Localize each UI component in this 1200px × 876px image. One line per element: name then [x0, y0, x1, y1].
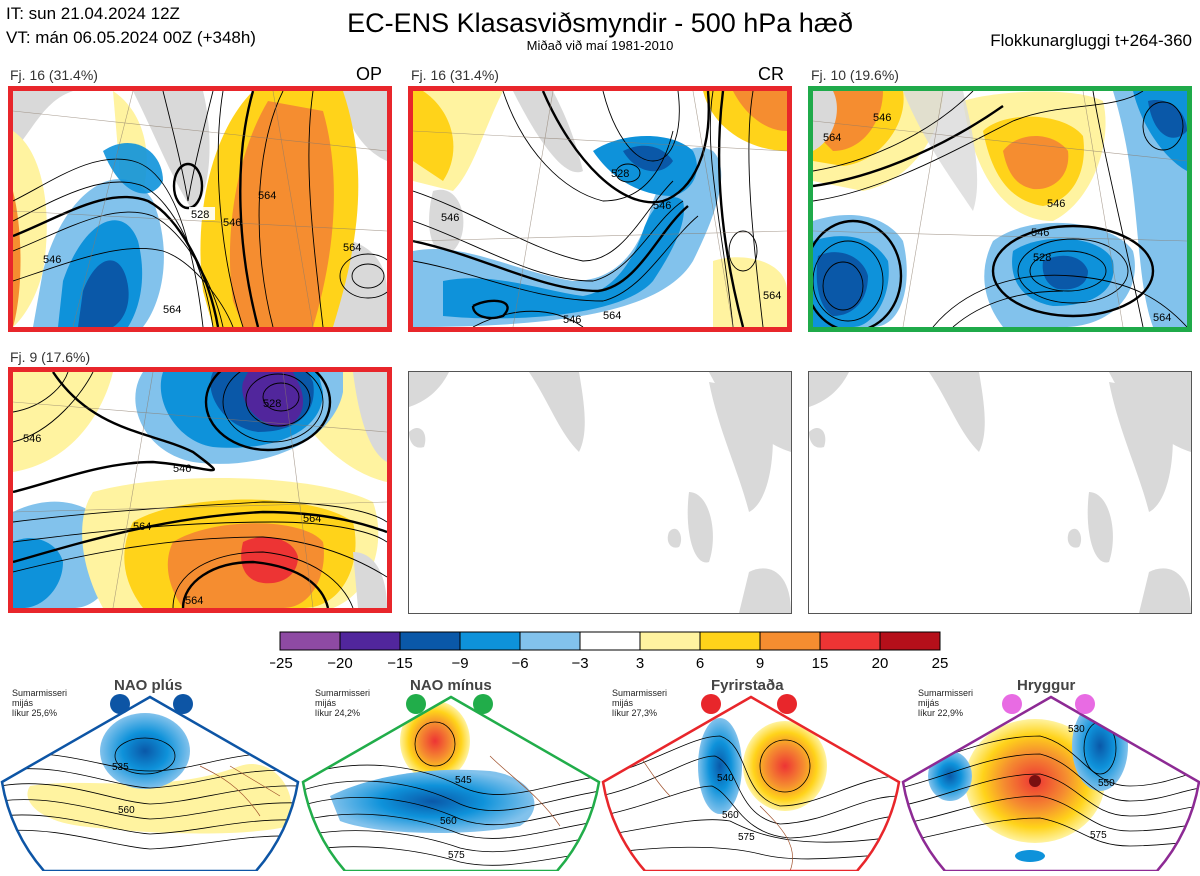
- regime-contour-label: 575: [738, 832, 755, 843]
- colorbar-tick-label: −3: [571, 655, 588, 672]
- contour-label: 564: [258, 190, 276, 202]
- regime-ridge-name: Hryggur: [1017, 677, 1076, 694]
- contour-label: 564: [133, 521, 151, 533]
- colorbar-tick-label: 25: [932, 655, 949, 672]
- contour-label: 564: [163, 304, 181, 316]
- regime-contour-label: 575: [448, 850, 465, 861]
- colorbar-segment: [399, 631, 461, 651]
- contour-label: 564: [185, 595, 203, 607]
- page-title: EC-ENS Klasasviðsmyndir - 500 hPa hæð: [347, 8, 853, 38]
- contour-label: 546: [441, 212, 459, 224]
- colorbar-segment: [639, 631, 701, 651]
- colorbar-segment: [699, 631, 761, 651]
- cluster-map-2: 528 546 546 564 564 546: [408, 86, 792, 332]
- panel-1-label: Fj. 16 (31.4%): [10, 67, 98, 83]
- contour-label: 546: [43, 254, 61, 266]
- cluster-map-4: 528 546 546 564 564 564: [8, 367, 392, 613]
- colorbar-segment: [279, 631, 341, 651]
- colorbar-tick-label: 15: [812, 655, 829, 672]
- classification-window: Flokkunargluggi t+264-360: [990, 31, 1192, 50]
- contour-label: 546: [653, 200, 671, 212]
- regime-nao-minus-info: Sumarmisseri mijás líkur 24,2%: [315, 688, 371, 718]
- colorbar-tick-label: −9: [451, 655, 468, 672]
- regime-contour-label: 550: [1098, 778, 1115, 789]
- issue-time: IT: sun 21.04.2024 12Z: [6, 4, 180, 23]
- colorbar-segment: [519, 631, 581, 651]
- regime-nao-plus-name: NAO plús: [114, 677, 183, 694]
- regime-contour-label: 560: [722, 810, 739, 821]
- contour-label: 528: [611, 168, 629, 180]
- colorbar-tick-label: −6: [511, 655, 528, 672]
- colorbar-segment: [579, 631, 641, 651]
- colorbar-segment: [819, 631, 881, 651]
- colorbar-segment: [879, 631, 941, 651]
- contour-label: 546: [1031, 227, 1049, 239]
- colorbar-tick-label: 9: [756, 655, 764, 672]
- panel-2-label: Fj. 16 (31.4%): [411, 67, 499, 83]
- regime-strip: 535 560 545 560 575: [0, 676, 1200, 873]
- page-subtitle: Miðað við maí 1981-2010: [526, 38, 674, 53]
- contour-label: 564: [1153, 312, 1171, 324]
- cluster-map-5-empty: [408, 371, 792, 614]
- colorbar-tick-label: −20: [327, 655, 352, 672]
- regime-contour-label: 560: [440, 816, 457, 827]
- contour-label: 546: [23, 433, 41, 445]
- regime-contour-label: 545: [455, 775, 472, 786]
- regime-contour-label: 540: [717, 773, 734, 784]
- colorbar-tick-label: −15: [387, 655, 412, 672]
- regime-contour-label: 575: [1090, 830, 1107, 841]
- colorbar-tick-label: 6: [696, 655, 704, 672]
- regime-blocking-info: Sumarmisseri mijás líkur 27,3%: [612, 688, 668, 718]
- regime-contour-label: 560: [118, 805, 135, 816]
- colorbar-tick-label: 20: [872, 655, 889, 672]
- contour-label: 564: [823, 132, 841, 144]
- regime-ridge-info: Sumarmisseri mijás líkur 22,9%: [918, 688, 974, 718]
- cluster-map-1: 528 546 564 564 546 564: [8, 86, 392, 332]
- panel-4-label: Fj. 9 (17.6%): [10, 349, 91, 365]
- contour-label: 546: [873, 112, 891, 124]
- panel-1-tag: OP: [356, 64, 383, 84]
- colorbar-tick-label: −25: [270, 655, 293, 672]
- panel-2-tag: CR: [758, 64, 784, 84]
- contour-label: 546: [223, 217, 241, 229]
- regime-nao-minus-name: NAO mínus: [410, 677, 492, 694]
- regime-contour-label: 535: [112, 762, 129, 773]
- colorbar-segment: [759, 631, 821, 651]
- colorbar-tick-label: 3: [636, 655, 644, 672]
- colorbar-segment: [339, 631, 401, 651]
- panel-3-label: Fj. 10 (19.6%): [811, 67, 899, 83]
- contour-label: 546: [563, 314, 581, 326]
- regime-nao-plus-info: Sumarmisseri mijás líkur 25,6%: [12, 688, 68, 718]
- cluster-map-3: 546 528 546 546 564 564: [808, 86, 1192, 332]
- contour-label: 564: [603, 310, 621, 322]
- valid-time: VT: mán 06.05.2024 00Z (+348h): [6, 28, 256, 47]
- regime-blocking-name: Fyrirstaða: [711, 677, 784, 694]
- contour-label: 528: [1033, 252, 1051, 264]
- contour-label: 564: [343, 242, 361, 254]
- regime-contour-label: 530: [1068, 724, 1085, 735]
- contour-label: 546: [1047, 198, 1065, 210]
- contour-label: 528: [191, 209, 209, 221]
- colorbar: −25 −20 −15 −9 −6 −3 3 6 9 15 20 25: [267, 630, 960, 676]
- contour-label: 546: [173, 463, 191, 475]
- cluster-map-6-empty: [808, 371, 1192, 614]
- colorbar-segment: [459, 631, 521, 651]
- contour-label: 564: [763, 290, 781, 302]
- contour-label: 528: [263, 398, 281, 410]
- contour-label: 564: [303, 513, 321, 525]
